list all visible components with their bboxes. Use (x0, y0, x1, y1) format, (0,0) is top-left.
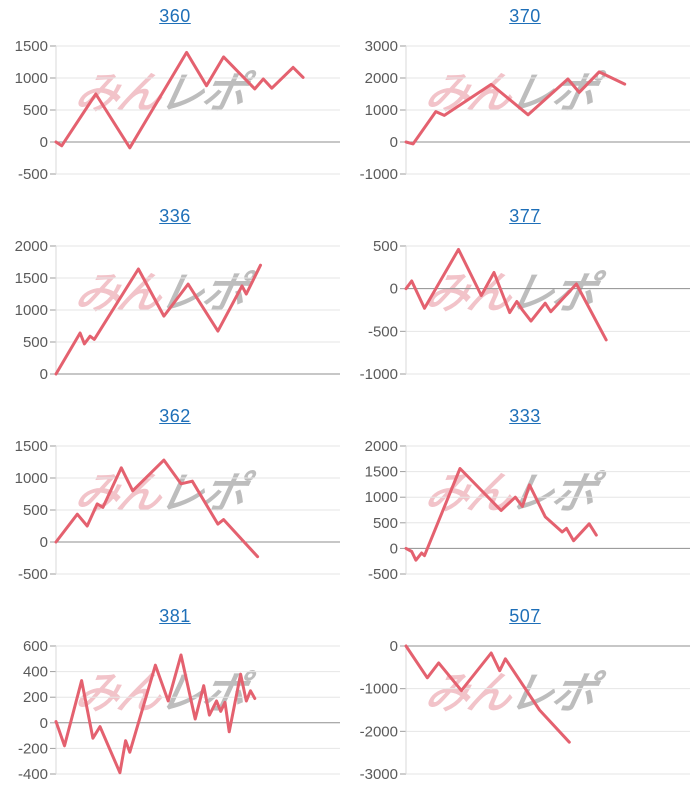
y-axis-tick-label: 1500 (15, 438, 48, 455)
y-axis-tick-label: 1500 (15, 38, 48, 55)
chart-title-wrap: 336 (0, 206, 350, 227)
y-axis-tick-label: 500 (373, 515, 398, 532)
y-axis-tick-label: -1000 (360, 366, 398, 383)
chart-title-wrap: 370 (350, 6, 700, 27)
chart-cell: 370 みんレポ 3000 2000 1000 0 -1000 (350, 0, 700, 200)
y-axis-tick-label: -500 (18, 166, 48, 183)
data-line (54, 653, 257, 775)
line-chart: 500 0 -500 -1000 (360, 238, 690, 383)
y-axis-tick-label: 0 (390, 134, 398, 151)
chart-cell: 377 みんレポ 500 0 -500 -1000 (350, 200, 700, 400)
line-chart: 2000 1500 1000 500 0 -500 (365, 438, 690, 583)
line-chart: 600 400 200 0 -200 -400 (18, 638, 340, 783)
chart-cell: 333 みんレポ 2000 1500 1000 500 0 -500 (350, 400, 700, 600)
data-line (54, 263, 262, 376)
data-line (404, 467, 598, 562)
y-axis-tick-label: 1500 (365, 464, 398, 481)
y-axis-tick-label: 0 (40, 366, 48, 383)
y-axis-tick-label: 500 (23, 334, 48, 351)
y-axis-tick-label: 0 (40, 534, 48, 551)
y-axis-tick-label: -400 (18, 766, 48, 783)
chart-title-link[interactable]: 507 (509, 606, 541, 626)
y-axis-tick-label: -1000 (360, 681, 398, 698)
y-axis-tick-label: 0 (390, 281, 398, 298)
y-axis-tick-label: 0 (40, 715, 48, 732)
data-line (404, 247, 608, 342)
chart-cell: 362 みんレポ 1500 1000 500 0 -500 (0, 400, 350, 600)
chart-cell: 507 みんレポ 0 -1000 -2000 -3000 (350, 600, 700, 800)
y-axis-tick-label: -500 (18, 566, 48, 583)
y-axis-tick-label: 1000 (365, 489, 398, 506)
y-axis-tick-label: 500 (23, 502, 48, 519)
y-axis-tick-label: 1000 (365, 102, 398, 119)
data-line (404, 70, 627, 146)
y-axis-tick-label: 500 (23, 102, 48, 119)
y-axis-tick-label: 0 (390, 540, 398, 557)
line-chart: 1500 1000 500 0 -500 (15, 38, 340, 183)
line-chart: 2000 1500 1000 500 0 (15, 238, 340, 383)
chart-title-link[interactable]: 333 (509, 406, 541, 426)
y-axis-tick-label: 1000 (15, 470, 48, 487)
chart-title-wrap: 360 (0, 6, 350, 27)
data-line (54, 50, 305, 150)
data-line (54, 458, 260, 559)
y-axis-tick-label: 1000 (15, 70, 48, 87)
y-axis-tick-label: 0 (40, 134, 48, 151)
chart-title-link[interactable]: 362 (159, 406, 191, 426)
chart-cell: 381 みんレポ 600 400 200 0 -200 -400 (0, 600, 350, 800)
chart-title-link[interactable]: 377 (509, 206, 541, 226)
y-axis-tick-label: 3000 (365, 38, 398, 55)
y-axis-tick-label: -200 (18, 740, 48, 757)
y-axis-tick-label: -3000 (360, 766, 398, 783)
chart-title-link[interactable]: 370 (509, 6, 541, 26)
y-axis-tick-label: 200 (23, 689, 48, 706)
y-axis-tick-label: -1000 (360, 166, 398, 183)
line-chart: 3000 2000 1000 0 -1000 (360, 38, 690, 183)
chart-title-wrap: 381 (0, 606, 350, 627)
y-axis-tick-label: 0 (390, 638, 398, 655)
y-axis-tick-label: 2000 (365, 438, 398, 455)
chart-cell: 360 みんレポ 1500 1000 500 0 -500 (0, 0, 350, 200)
line-chart: 1500 1000 500 0 -500 (15, 438, 340, 583)
y-axis-tick-label: 2000 (365, 70, 398, 87)
chart-title-wrap: 362 (0, 406, 350, 427)
y-axis-tick-label: 400 (23, 664, 48, 681)
y-axis-tick-label: 1500 (15, 270, 48, 287)
chart-title-wrap: 377 (350, 206, 700, 227)
data-line (404, 644, 571, 744)
y-axis-tick-label: 2000 (15, 238, 48, 255)
chart-title-wrap: 507 (350, 606, 700, 627)
y-axis-tick-label: -500 (368, 566, 398, 583)
chart-cell: 336 みんレポ 2000 1500 1000 500 0 (0, 200, 350, 400)
chart-title-link[interactable]: 360 (159, 6, 191, 26)
chart-title-link[interactable]: 336 (159, 206, 191, 226)
chart-title-wrap: 333 (350, 406, 700, 427)
y-axis-tick-label: -500 (368, 323, 398, 340)
y-axis-tick-label: 600 (23, 638, 48, 655)
y-axis-tick-label: 1000 (15, 302, 48, 319)
chart-title-link[interactable]: 381 (159, 606, 191, 626)
y-axis-tick-label: -2000 (360, 723, 398, 740)
line-chart: 0 -1000 -2000 -3000 (360, 638, 690, 783)
y-axis-tick-label: 500 (373, 238, 398, 255)
